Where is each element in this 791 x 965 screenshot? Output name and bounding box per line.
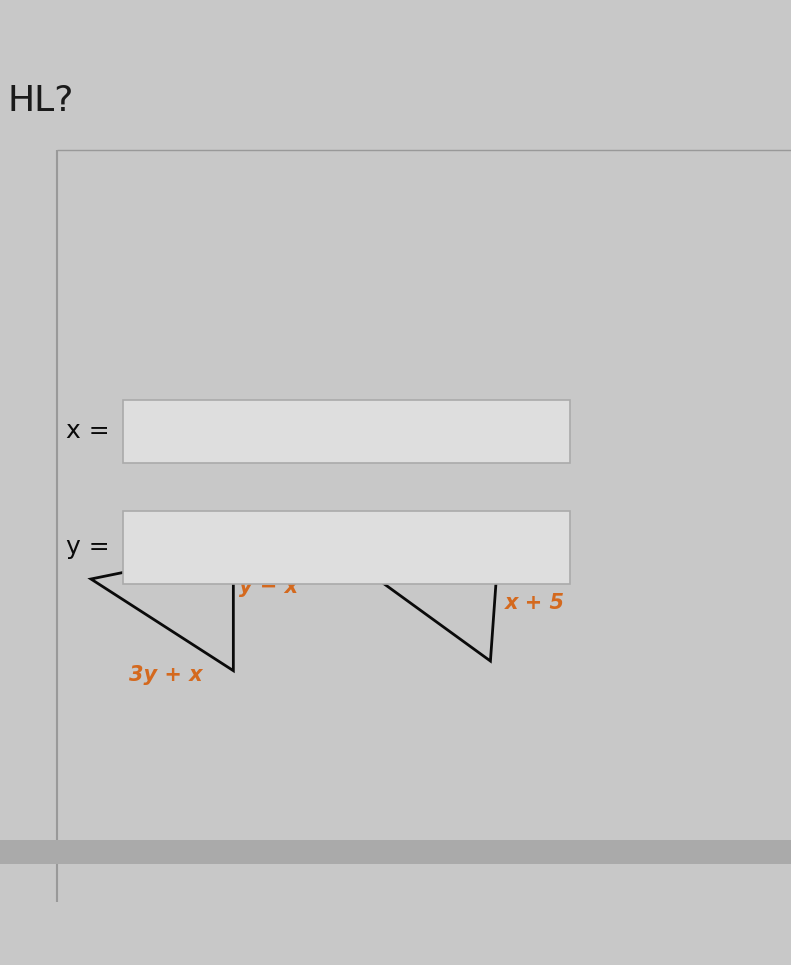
Bar [0, 840, 791, 864]
Text: y =: y = [66, 536, 109, 559]
Text: y − x: y − x [239, 577, 298, 596]
Text: x =: x = [66, 420, 109, 443]
Text: HL?: HL? [8, 84, 74, 119]
Bar [471, 550, 484, 565]
Bar [218, 552, 231, 567]
Text: y + 5: y + 5 [389, 529, 449, 549]
Bar [123, 400, 570, 463]
Text: x + 5: x + 5 [505, 593, 565, 613]
Bar [123, 511, 570, 584]
Text: 3y + x: 3y + x [129, 665, 203, 685]
